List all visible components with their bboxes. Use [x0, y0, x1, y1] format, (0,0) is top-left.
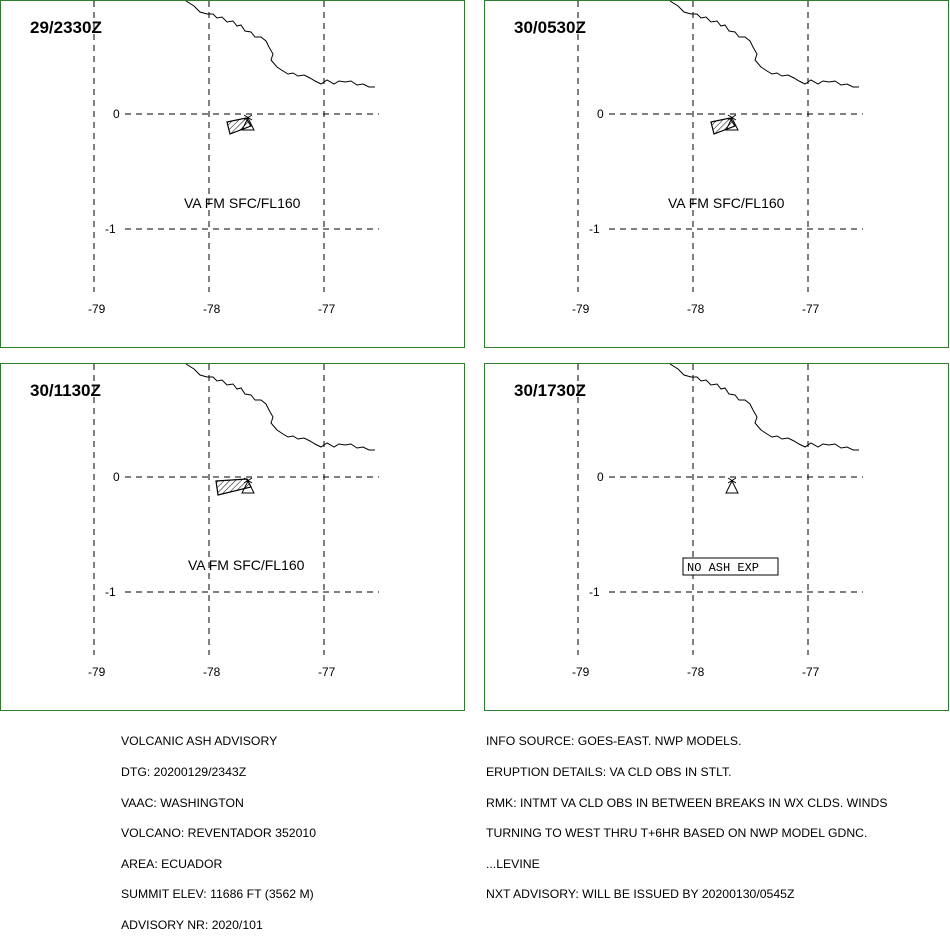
lat-tick-label: -1 — [105, 585, 116, 599]
lat-tick-label: 0 — [597, 107, 604, 121]
coastline — [185, 364, 375, 451]
volcano-icon — [725, 477, 739, 494]
advisory-line: TURNING TO WEST THRU T+6HR BASED ON NWP … — [486, 826, 868, 841]
forecast-label: VA FM SFC/FL160 — [668, 195, 785, 211]
lat-tick-label: 0 — [597, 470, 604, 484]
panel-timestamp: 30/1130Z — [30, 381, 101, 400]
lon-tick-label: -77 — [318, 302, 336, 316]
lon-tick-label: -77 — [318, 665, 336, 679]
lat-tick-label: -1 — [589, 222, 600, 236]
map-panel-4: -79 -78 -77 0 -1 NO ASH EXP 30/1730Z — [484, 363, 949, 711]
no-ash-box — [682, 557, 779, 576]
lon-tick-label: -78 — [687, 665, 705, 679]
lon-tick-label: -78 — [203, 665, 221, 679]
advisory-details-text: INFO SOURCE: GOES-EAST. NWP MODELS. ERUP… — [486, 716, 887, 910]
map-canvas: -79 -78 -77 0 -1 VA FM SFC/FL160 — [88, 1, 379, 316]
map-canvas: -79 -78 -77 0 -1 VA FM SFC/FL160 — [88, 364, 379, 679]
panel-timestamp: 29/2330Z — [30, 18, 102, 37]
advisory-line: ADVISORY NR: 2020/101 — [121, 917, 263, 932]
forecast-label: VA FM SFC/FL160 — [188, 557, 305, 573]
forecast-label: VA FM SFC/FL160 — [184, 195, 301, 211]
ash-cloud-area — [710, 117, 736, 135]
advisory-header-text: VOLCANIC ASH ADVISORY DTG: 20200129/2343… — [121, 716, 316, 940]
graticule — [577, 1, 863, 292]
advisory-line: RMK: INTMT VA CLD OBS IN BETWEEN BREAKS … — [486, 795, 888, 810]
lon-tick-label: -79 — [88, 665, 106, 679]
graticule — [93, 1, 379, 292]
graticule — [577, 364, 863, 655]
lat-tick-label: 0 — [113, 470, 120, 484]
lon-tick-label: -79 — [572, 665, 590, 679]
lat-tick-label: 0 — [113, 107, 120, 121]
advisory-line: DTG: 20200129/2343Z — [121, 765, 247, 779]
lon-tick-label: -77 — [802, 302, 820, 316]
panel-timestamp: 30/1730Z — [514, 381, 586, 400]
advisory-line: VOLCANIC ASH ADVISORY — [121, 734, 278, 749]
advisory-line: VOLCANO: REVENTADOR 352010 — [121, 826, 317, 841]
map-panel-3: -79 -78 -77 0 -1 VA FM SFC/FL160 30/1130Z — [0, 363, 465, 711]
advisory-line: ERUPTION DETAILS: VA CLD OBS IN STLT. — [486, 765, 732, 779]
coastline — [185, 1, 375, 88]
coastline — [669, 364, 859, 451]
lon-tick-label: -78 — [687, 302, 705, 316]
graticule — [93, 364, 379, 655]
advisory-line: ...LEVINE — [486, 856, 540, 871]
map-canvas: -79 -78 -77 0 -1 VA FM SFC/FL160 — [572, 1, 863, 316]
advisory-line: NXT ADVISORY: WILL BE ISSUED BY 20200130… — [486, 887, 795, 902]
map-canvas: -79 -78 -77 0 -1 NO ASH EXP — [572, 364, 863, 679]
advisory-line: SUMMIT ELEV: 11686 FT (3562 M) — [121, 887, 314, 902]
lon-tick-label: -77 — [802, 665, 820, 679]
lon-tick-label: -79 — [572, 302, 590, 316]
panel-timestamp: 30/0530Z — [514, 18, 586, 37]
lat-tick-label: -1 — [589, 585, 600, 599]
lon-tick-label: -79 — [88, 302, 106, 316]
advisory-line: INFO SOURCE: GOES-EAST. NWP MODELS. — [486, 734, 742, 749]
advisory-line: AREA: ECUADOR — [121, 856, 223, 871]
ash-cloud-area — [215, 478, 252, 496]
lon-tick-label: -78 — [203, 302, 221, 316]
lat-tick-label: -1 — [105, 222, 116, 236]
forecast-label: NO ASH EXP — [687, 561, 759, 575]
map-panel-2: -79 -78 -77 0 -1 VA FM SFC/FL160 30/0530Z — [484, 0, 949, 348]
coastline — [669, 1, 859, 88]
ash-cloud-area — [226, 117, 252, 135]
map-panel-1: -79 -78 -77 0 -1 VA FM SFC/FL160 29/2330Z — [0, 0, 465, 348]
advisory-line: VAAC: WASHINGTON — [121, 795, 244, 810]
